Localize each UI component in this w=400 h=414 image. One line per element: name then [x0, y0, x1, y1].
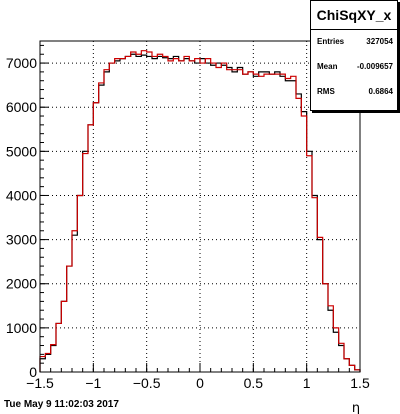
footer-timestamp: Tue May 9 11:02:03 2017 [4, 399, 119, 410]
y-tick-label: 2000 [6, 276, 37, 292]
stats-value: 327054 [366, 37, 393, 46]
x-tick-label: 1 [303, 375, 311, 391]
x-tick-label: −1 [85, 375, 101, 391]
stats-row-entries: Entries 327054 [317, 37, 393, 46]
stats-value: 0.6864 [368, 87, 393, 96]
histogram-series-1 [39, 50, 361, 372]
stats-label: Entries [317, 37, 345, 46]
y-tick-label: 7000 [6, 55, 37, 71]
y-tick-labels: 0 1000 2000 3000 4000 5000 6000 7000 [6, 55, 37, 380]
stats-title: ChiSqXY_x [311, 1, 397, 30]
stats-row-rms: RMS 0.6864 [317, 87, 393, 96]
y-tick-label: 0 [29, 364, 37, 380]
y-tick-label: 3000 [6, 232, 37, 248]
stats-row-mean: Mean -0.009657 [317, 62, 393, 71]
stats-value: -0.009657 [356, 62, 393, 71]
x-tick-label: 0 [196, 375, 204, 391]
y-tick-label: 6000 [6, 99, 37, 115]
y-tick-label: 1000 [6, 320, 37, 336]
x-axis-label: η [352, 401, 360, 414]
y-tick-label: 5000 [6, 143, 37, 159]
y-tick-label: 4000 [6, 187, 37, 203]
x-tick-label: −1.5 [26, 375, 54, 391]
x-tick-label: 0.5 [244, 375, 264, 391]
x-tick-label: −0.5 [133, 375, 161, 391]
stats-label: RMS [317, 87, 335, 96]
x-tick-label: 1.5 [350, 375, 370, 391]
stats-box: ChiSqXY_x Entries 327054 Mean -0.009657 … [310, 0, 398, 111]
axis-ticks [39, 44, 361, 373]
histogram-series [39, 50, 361, 372]
stats-label: Mean [317, 62, 338, 71]
x-tick-labels: −1.5 −1 −0.5 0 0.5 1 1.5 [26, 375, 370, 391]
